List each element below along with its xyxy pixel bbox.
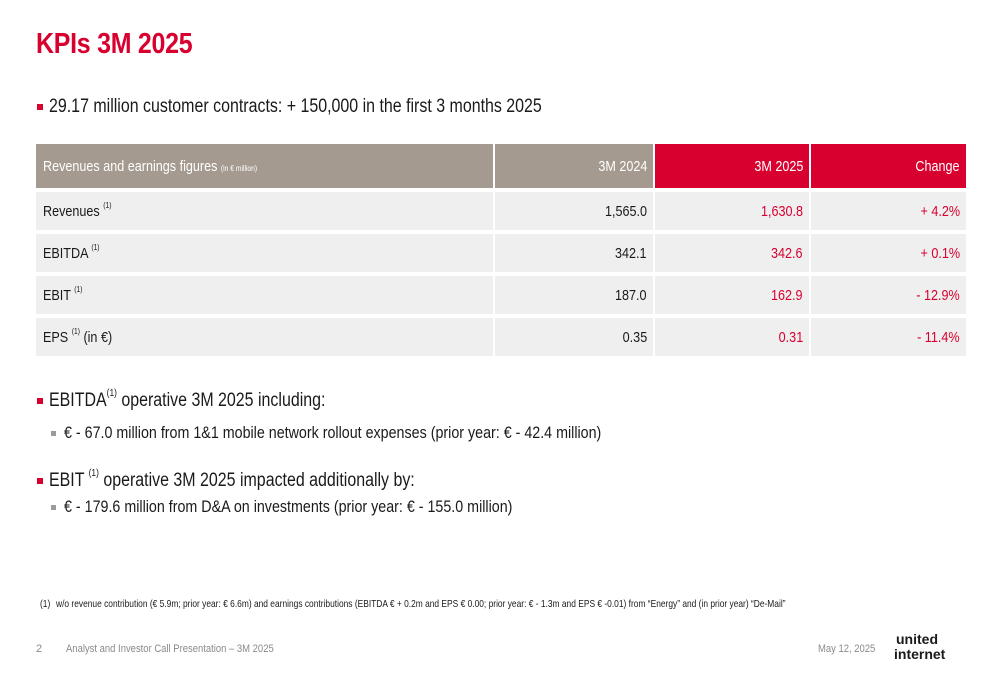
table-row-eps: EPS (1) (in €) 0.35 0.31 - 11.4%	[36, 318, 966, 356]
value-change: + 4.2%	[809, 192, 966, 230]
bullet-marker	[37, 398, 43, 404]
ebit-bullet: EBIT (1) operative 3M 2025 impacted addi…	[49, 468, 415, 491]
sub-bullet-marker	[51, 431, 56, 436]
value-prev: 342.1	[493, 234, 653, 272]
value-prev: 0.35	[493, 318, 653, 356]
value-change: - 11.4%	[809, 318, 966, 356]
header-label: Revenues and earnings figures (in € mill…	[36, 144, 493, 188]
page-title: KPIs 3M 2025	[36, 28, 193, 60]
bullet-marker	[37, 478, 43, 484]
footnote: (1) w/o revenue contribution (€ 5.9m; pri…	[40, 598, 786, 610]
value-cur: 1,630.8	[653, 192, 809, 230]
value-change: + 0.1%	[809, 234, 966, 272]
header-3m-2024: 3M 2024	[493, 144, 653, 188]
ebitda-sub-bullet: € - 67.0 million from 1&1 mobile network…	[64, 423, 602, 442]
page-number: 2	[36, 643, 43, 655]
logo-line-2: internet	[894, 646, 946, 662]
row-label: Revenues (1)	[36, 192, 493, 230]
sub-bullet-marker	[51, 505, 56, 510]
ebitda-bullet: EBITDA(1) operative 3M 2025 including:	[49, 388, 326, 411]
table-row-ebitda: EBITDA (1) 342.1 342.6 + 0.1%	[36, 234, 966, 272]
table-row-revenues: Revenues (1) 1,565.0 1,630.8 + 4.2%	[36, 192, 966, 230]
kpi-table: Revenues and earnings figures (in € mill…	[36, 140, 966, 360]
value-prev: 187.0	[493, 276, 653, 314]
row-label: EPS (1) (in €)	[36, 318, 493, 356]
ebit-sub-bullet: € - 179.6 million from D&A on investment…	[64, 497, 513, 516]
header-change: Change	[809, 144, 966, 188]
headline: 29.17 million customer contracts: + 150,…	[49, 96, 542, 117]
value-cur: 162.9	[653, 276, 809, 314]
table-header-row: Revenues and earnings figures (in € mill…	[36, 144, 966, 188]
row-label: EBIT (1)	[36, 276, 493, 314]
bullet-marker	[37, 104, 43, 110]
value-cur: 342.6	[653, 234, 809, 272]
value-prev: 1,565.0	[493, 192, 653, 230]
date: May 12, 2025	[818, 643, 876, 655]
header-3m-2025: 3M 2025	[653, 144, 809, 188]
document-title: Analyst and Investor Call Presentation –…	[66, 643, 274, 655]
table-row-ebit: EBIT (1) 187.0 162.9 - 12.9%	[36, 276, 966, 314]
value-cur: 0.31	[653, 318, 809, 356]
value-change: - 12.9%	[809, 276, 966, 314]
unit-note: (in € million)	[220, 163, 258, 173]
logo-line-1: united	[896, 631, 938, 647]
united-internet-logo: united internet	[894, 631, 946, 662]
row-label: EBITDA (1)	[36, 234, 493, 272]
